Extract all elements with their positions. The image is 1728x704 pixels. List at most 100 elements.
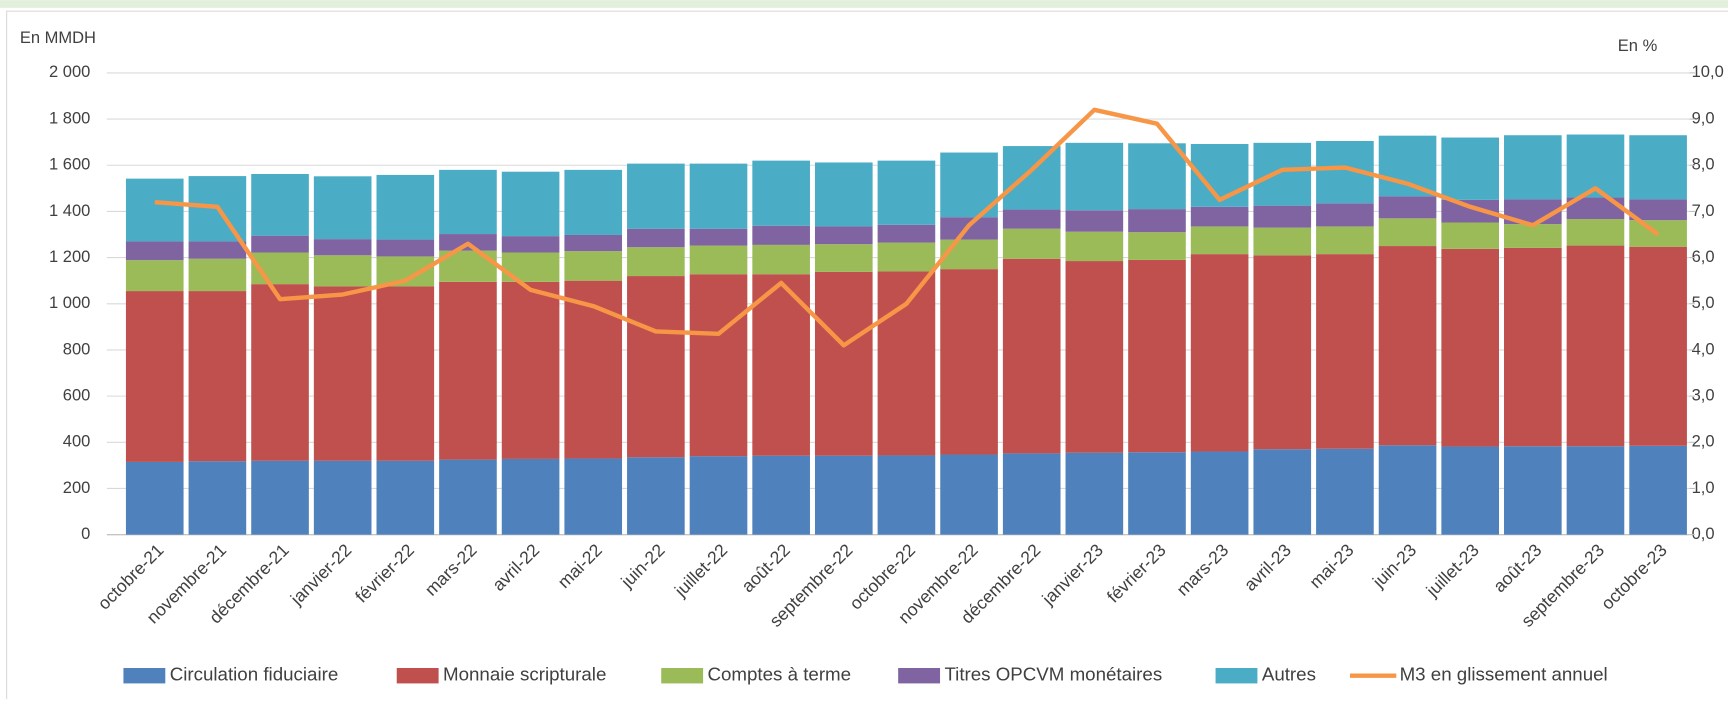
bar (188, 291, 247, 462)
bar (1504, 446, 1562, 535)
bar (376, 239, 435, 257)
bar (1629, 445, 1687, 535)
bar (1065, 142, 1124, 211)
bar (877, 271, 936, 456)
x-tick-label: janvier-23 (1037, 540, 1107, 610)
bar (1378, 135, 1437, 197)
bar (188, 258, 247, 292)
bar (689, 228, 748, 246)
bar (1441, 222, 1500, 249)
y2-tick-label: 5,0 (1692, 293, 1715, 312)
bar (1441, 137, 1500, 200)
bar (188, 241, 247, 259)
x-tick-label: mars-23 (1173, 540, 1233, 600)
bar (1378, 445, 1437, 535)
bar (251, 235, 309, 253)
y-tick-label: 1 000 (49, 293, 90, 312)
x-tick-label: mai-22 (554, 540, 606, 592)
bar (1065, 452, 1124, 535)
bar (1002, 228, 1061, 259)
bar (1566, 219, 1625, 246)
bar (376, 286, 435, 461)
bar (877, 455, 936, 535)
bar (1128, 452, 1186, 535)
x-tick-label: octobre-23 (1597, 540, 1671, 614)
bar (1378, 196, 1437, 219)
bar (501, 281, 560, 459)
bar (940, 269, 998, 455)
bar (1253, 142, 1312, 206)
bar (501, 458, 560, 535)
bar (1253, 449, 1312, 535)
bar (313, 239, 372, 256)
bar (1128, 209, 1186, 233)
bar (564, 169, 623, 235)
bar (689, 245, 748, 275)
bar (627, 276, 685, 458)
x-tick-label: juillet-22 (670, 540, 731, 601)
bar (439, 281, 497, 460)
bar (1002, 146, 1061, 210)
bar (1190, 451, 1249, 535)
bar (1128, 232, 1186, 260)
bar (564, 458, 623, 535)
bar (627, 247, 685, 277)
bar (1316, 203, 1374, 227)
bar (1316, 226, 1374, 255)
x-tick-label: avril-22 (488, 540, 543, 595)
bar (814, 226, 873, 245)
bar (1128, 143, 1186, 210)
bar (1190, 226, 1249, 255)
bar (125, 260, 184, 292)
bar (376, 174, 435, 240)
bar (1566, 446, 1625, 535)
bar (1190, 254, 1249, 452)
y-tick-label: 800 (63, 339, 91, 358)
y2-tick-label: 3,0 (1692, 385, 1715, 404)
bar (689, 274, 748, 457)
bar (877, 242, 936, 272)
y-tick-label: 1 800 (49, 108, 90, 127)
bar (439, 169, 497, 235)
bar (1566, 245, 1625, 447)
bar (1441, 446, 1500, 535)
legend-label: M3 en glissement annuel (1400, 664, 1608, 685)
bar (752, 244, 810, 275)
line (154, 107, 1660, 348)
y-tick-label: 200 (63, 478, 91, 497)
bar (752, 225, 810, 245)
bar (1504, 135, 1562, 200)
y2-tick-label: 7,0 (1692, 201, 1715, 220)
bar (814, 244, 873, 272)
bar (627, 457, 685, 535)
bar (564, 280, 623, 459)
bar (125, 241, 184, 261)
y-axis-label: En MMDH (20, 28, 96, 47)
y-tick-label: 0 (81, 524, 90, 543)
bar (1065, 261, 1124, 453)
bar (1629, 135, 1687, 200)
bar (1253, 205, 1312, 228)
bar (1316, 448, 1374, 535)
y-tick-label: 1 400 (49, 201, 90, 220)
legend-swatch (898, 667, 941, 684)
frame (6, 10, 1728, 704)
bar (1629, 246, 1687, 446)
bar (814, 162, 873, 227)
x-tick-label: août-23 (1489, 540, 1546, 597)
x-tick-label: juin-22 (616, 540, 668, 592)
bar (1441, 199, 1500, 223)
bar (1190, 206, 1249, 227)
bar (125, 291, 184, 462)
legend-label: Circulation fiduciaire (170, 664, 339, 685)
bar (251, 284, 309, 461)
bar (627, 163, 685, 229)
bar (1441, 248, 1500, 447)
x-tick-label: juin-23 (1368, 540, 1420, 592)
bar (1378, 218, 1437, 247)
bar (188, 461, 247, 535)
x-tick-label: janvier-22 (286, 540, 356, 610)
bar (752, 455, 810, 535)
x-tick-label: avril-23 (1240, 540, 1295, 595)
